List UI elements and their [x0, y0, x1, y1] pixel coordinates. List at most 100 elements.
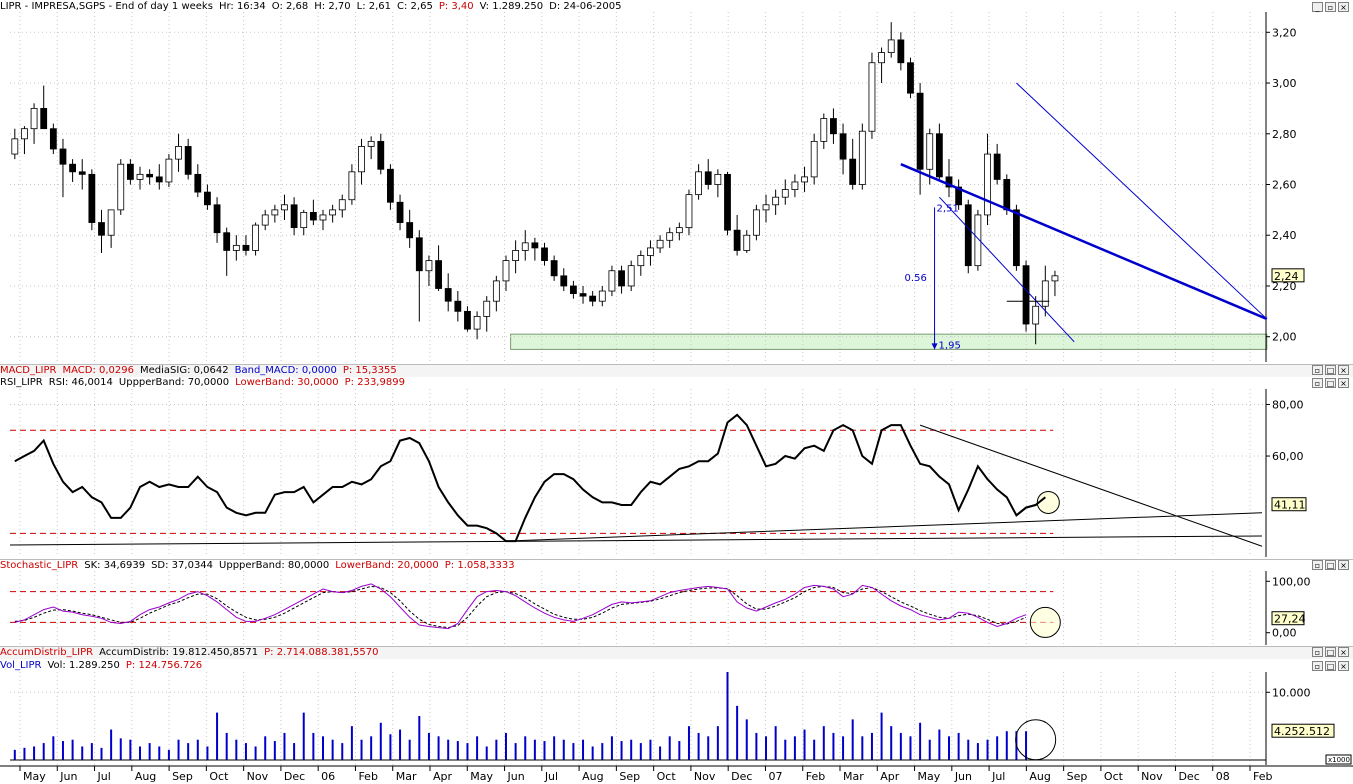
y-tick-label: 100,00 — [1272, 575, 1311, 588]
rsi-header-item: RSI_LIPR — [0, 377, 43, 388]
time-tick-label: Jun — [507, 770, 525, 783]
time-tick-label: Feb — [1253, 770, 1272, 783]
candle-body — [425, 260, 433, 272]
candle-body — [791, 181, 799, 190]
maximize-button[interactable]: □ — [1325, 365, 1336, 375]
candle-body — [666, 232, 674, 241]
candle-body — [261, 214, 269, 226]
stoch-header-item: SK: 34,6939 — [84, 560, 146, 571]
candle-body — [839, 133, 847, 160]
close-button[interactable]: × — [1338, 560, 1349, 570]
candle-body — [984, 153, 991, 216]
candle-body — [49, 128, 57, 150]
candle-body — [647, 247, 654, 256]
candle-body — [598, 290, 606, 302]
candle-body — [165, 158, 173, 183]
rsi-header-items: RSI_LIPR RSI: 46,0014 UppperBand: 70,0000 L… — [0, 377, 411, 388]
candle-body — [204, 191, 211, 206]
maximize-button[interactable]: □ — [1325, 661, 1336, 671]
vol-window-buttons: ▫ □ × — [1312, 661, 1349, 671]
volume-chart[interactable]: 10.000 4.252.512 x1000 — [0, 672, 1353, 765]
restore-button[interactable]: ▫ — [1312, 647, 1323, 657]
candle-body — [637, 255, 645, 267]
candle-body — [136, 173, 144, 180]
candle-body — [887, 39, 895, 53]
candle-body — [868, 62, 876, 132]
restore-button[interactable]: ▫ — [1325, 2, 1336, 12]
candle-body — [387, 168, 394, 203]
restore-button[interactable]: ▫ — [1312, 365, 1323, 375]
time-tick-label: Nov — [694, 770, 716, 783]
rsi-header-item: LowerBand: 30,0000 — [235, 377, 339, 388]
restore-button[interactable]: ▫ — [1312, 560, 1323, 570]
time-tick-label: 06 — [321, 770, 335, 783]
rsi-header-item: P: 233,9899 — [344, 377, 405, 388]
stoch-highlight-circle — [1029, 606, 1061, 638]
price-chart[interactable]: 3,20 3,00 2,80 2,60 2,40 2,20 2,00 2,51 0.56 1,95… — [0, 12, 1353, 362]
close-button[interactable]: × — [1338, 365, 1349, 375]
time-tick-label: Dec — [731, 770, 752, 783]
close-button[interactable]: × — [1338, 378, 1349, 388]
time-tick-label: Jun — [59, 770, 77, 783]
candle-body — [1051, 275, 1059, 282]
rsi-chart[interactable]: 80,00 60,00 41,11 — [0, 389, 1353, 557]
macd-panel-header: MACD_LIPR MACD: 0,0296 MediaSIG: 0,0642 Ban… — [0, 364, 1353, 377]
time-tick-label: Aug — [582, 770, 603, 783]
candle-body — [223, 232, 231, 251]
maximize-button[interactable]: □ — [1325, 647, 1336, 657]
vol-header-items: Vol_LIPR Vol: 1.289.250 P: 124.756.726 — [0, 660, 208, 671]
candle-body — [415, 237, 423, 272]
vol-header-item: Vol: 1.289.250 — [47, 660, 120, 671]
time-tick-label: Jul — [991, 770, 1005, 783]
maximize-button[interactable]: □ — [1325, 560, 1336, 570]
candle-body — [512, 250, 520, 262]
close-button[interactable]: × — [1338, 2, 1349, 12]
candle-body — [464, 310, 471, 330]
rsi-header-item: UppperBand: 70,0000 — [118, 377, 230, 388]
time-tick-label: Sep — [172, 770, 193, 783]
restore-button[interactable]: ▫ — [1312, 661, 1323, 671]
last-value-box — [1271, 723, 1335, 738]
stoch-window-buttons: ▫ □ × — [1312, 560, 1349, 570]
candle-body — [801, 176, 808, 183]
accum-panel-header: AccumDistrib_LIPR AccumDistrib: 19.812.45… — [0, 646, 1353, 659]
candle-body — [541, 247, 548, 262]
time-tick-label: Nov — [1141, 770, 1163, 783]
candle-body — [618, 270, 625, 287]
candle-body — [897, 39, 905, 64]
price-header-item: V: 1.289.250 — [479, 1, 544, 12]
candle-body — [242, 244, 250, 251]
y-tick-label: 60,00 — [1272, 450, 1304, 463]
time-tick-label: May — [470, 770, 493, 783]
candle-body — [916, 92, 924, 170]
rsi-trendline-base — [9, 535, 1263, 546]
time-tick-label: Nov — [247, 770, 269, 783]
unit-label: x1000 — [1328, 756, 1350, 764]
minimize-button[interactable]: _ — [1312, 2, 1323, 12]
close-button[interactable]: × — [1338, 661, 1349, 671]
time-tick-label: 08 — [1216, 770, 1230, 783]
vol-panel-header: Vol_LIPR Vol: 1.289.250 P: 124.756.726 — [0, 660, 1353, 672]
candle-body — [878, 52, 885, 64]
last-value-box — [1271, 611, 1305, 626]
maximize-button[interactable]: □ — [1325, 378, 1336, 388]
restore-button[interactable]: ▫ — [1312, 378, 1323, 388]
time-axis: May Jun Jul Aug Sep Oct Nov Dec 06 Feb Mar Apr May Ju… — [0, 765, 1353, 783]
candle-body — [531, 242, 539, 249]
candle-body — [184, 146, 192, 175]
close-button[interactable]: × — [1338, 647, 1349, 657]
price-header-item: Hr: 16:34 — [218, 1, 266, 12]
candle-body — [675, 227, 683, 234]
candle-body — [550, 260, 558, 277]
candle-body — [752, 209, 760, 236]
price-header-item: L: 2,61 — [356, 1, 392, 12]
candle-body — [69, 163, 76, 173]
candle-body — [743, 234, 751, 251]
y-tick-label: 2,80 — [1272, 128, 1297, 141]
y-tick-label: 3,20 — [1272, 26, 1297, 39]
stoch-sd-line — [14, 585, 1027, 629]
candle-body — [126, 163, 134, 180]
accum-window-buttons: ▫ □ × — [1312, 647, 1349, 657]
candle-body — [907, 62, 914, 94]
